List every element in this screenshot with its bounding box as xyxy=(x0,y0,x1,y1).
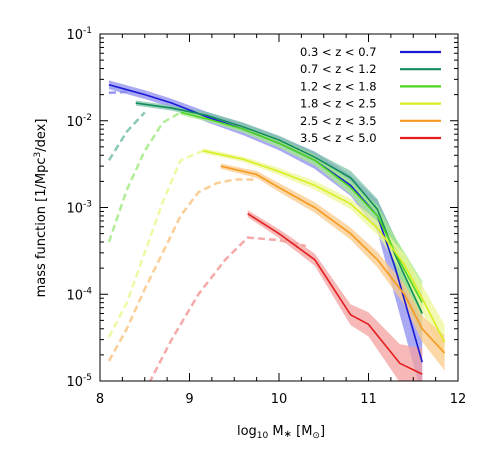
legend-label-series-6: 3.5 < z < 5.0 xyxy=(300,131,377,145)
x-tick-labels: 8 9 10 11 12 xyxy=(96,392,466,407)
y-tick-labels: 10-5 10-4 10-3 10-2 10-1 xyxy=(66,26,92,390)
dashed-line-series-6 xyxy=(148,236,307,381)
dashed-line-series-1 xyxy=(108,90,127,95)
line-series-6 xyxy=(247,212,423,375)
dashed-line-series-3 xyxy=(107,111,182,243)
x-tick-label: 9 xyxy=(185,392,193,407)
line-series-3 xyxy=(180,111,423,304)
legend-label-series-3: 1.2 < z < 1.8 xyxy=(300,79,377,93)
legend-label-series-1: 0.3 < z < 0.7 xyxy=(300,45,377,59)
error-band-series-3 xyxy=(180,109,423,325)
dashed-line-series-5 xyxy=(107,178,257,362)
line-series-2 xyxy=(135,102,423,314)
legend-label-series-4: 1.8 < z < 2.5 xyxy=(300,97,377,111)
error-band-series-6 xyxy=(247,210,423,381)
y-tick-label: 10-2 xyxy=(66,113,92,130)
x-tick-label: 10 xyxy=(271,392,288,407)
solid-series-lines xyxy=(108,83,446,375)
legend-label-series-2: 0.7 < z < 1.2 xyxy=(300,62,377,76)
y-tick-label: 10-1 xyxy=(66,26,92,43)
y-axis-label: mass function [1/Mpc3/dex] xyxy=(33,119,49,298)
dashed-line-series-2 xyxy=(107,111,146,161)
x-tick-label: 8 xyxy=(96,392,104,407)
legend: 0.3 < z < 0.7 0.7 < z < 1.2 1.2 < z < 1.8 1… xyxy=(300,45,441,145)
y-tick-label: 10-5 xyxy=(66,373,92,390)
error-band-series-1 xyxy=(108,80,423,381)
y-tick-label: 10-3 xyxy=(66,200,92,217)
x-tick-label: 12 xyxy=(450,392,467,407)
x-axis-label: log10 M∗ [M⊙] xyxy=(237,424,325,441)
dashed-series-lines xyxy=(107,90,307,381)
y-tick-label: 10-4 xyxy=(66,286,92,303)
legend-label-series-5: 2.5 < z < 3.5 xyxy=(300,114,377,128)
axis-ticks xyxy=(99,33,459,382)
x-tick-label: 11 xyxy=(360,392,377,407)
line-series-5 xyxy=(220,165,446,354)
line-series-4 xyxy=(202,150,446,343)
